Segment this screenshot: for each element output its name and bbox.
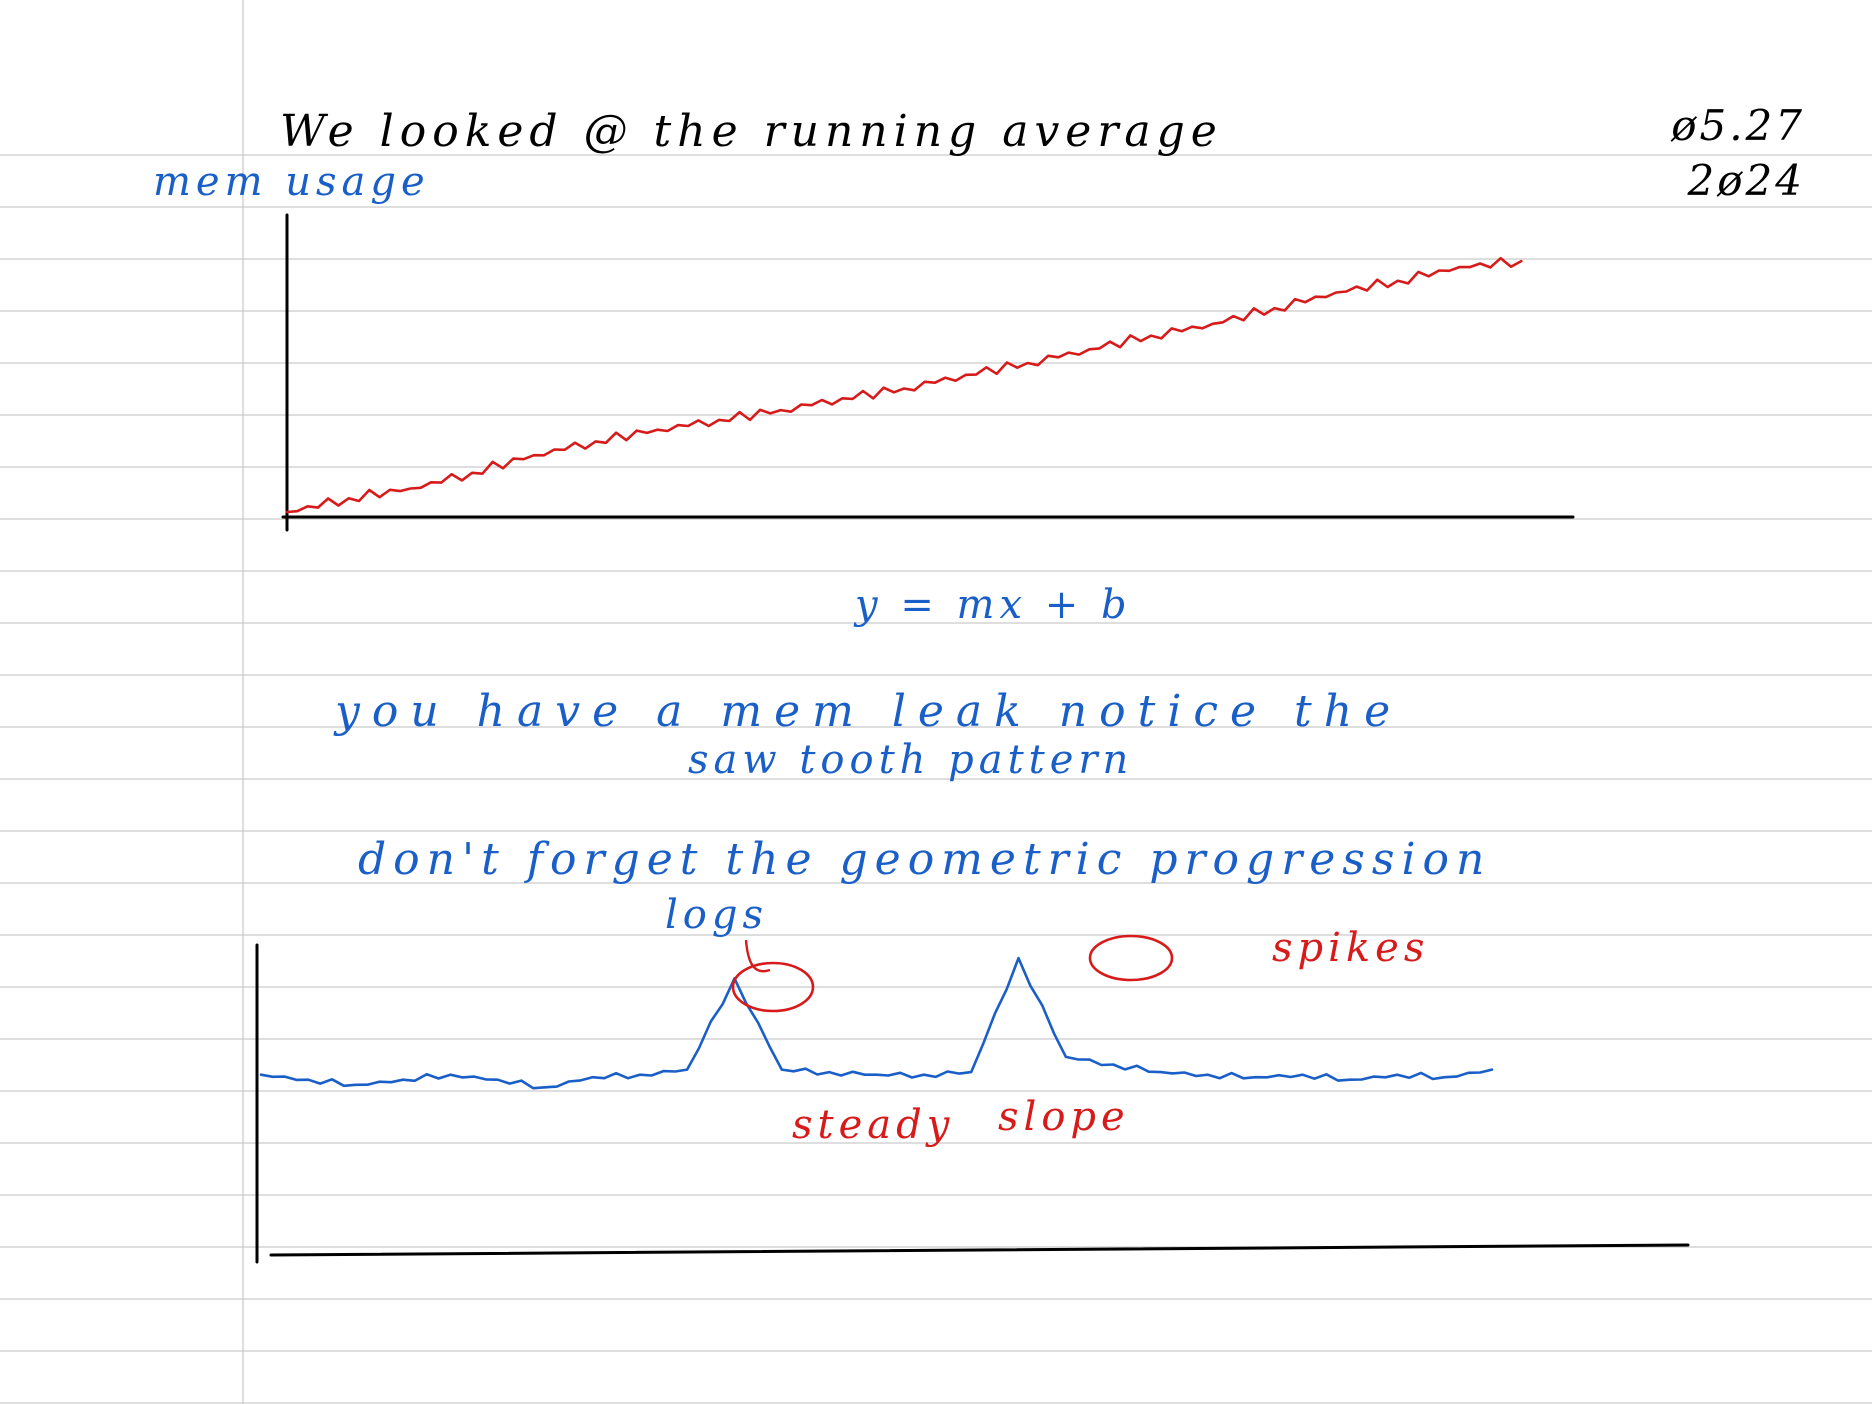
comment-line-4: logs (665, 892, 769, 938)
chart-2-plot (259, 956, 1494, 1090)
comment-line-1: you have a mem leak notice the (335, 686, 1403, 737)
chart-1-axes (281, 213, 1575, 532)
chart-1-y-label: mem usage (153, 159, 430, 205)
annotation-steady: steady (792, 1102, 955, 1148)
chart1-marks-series-line (285, 256, 1523, 514)
spike-circle-2 (1088, 934, 1174, 982)
comment-line-2: saw tooth pattern (688, 737, 1134, 783)
spike-circles (731, 934, 1174, 1013)
chart-2-axes (255, 943, 1690, 1264)
chart2-marks-series-line (259, 956, 1494, 1090)
date-month-day: ø5.27 (1671, 101, 1805, 150)
logs-arrow (744, 939, 771, 973)
header-line: We looked @ the running average (280, 106, 1223, 157)
annotation-slope: slope (998, 1094, 1130, 1140)
date-year: 2ø24 (1687, 156, 1805, 205)
spike-circle-1 (731, 961, 815, 1013)
equation: y = mx + b (855, 582, 1132, 628)
chart-1-plot (285, 256, 1523, 514)
chart-2-x-axis (269, 1243, 1690, 1257)
annotation-spikes: spikes (1272, 925, 1430, 971)
comment-line-3: don't forget the geometric progression (358, 834, 1492, 885)
